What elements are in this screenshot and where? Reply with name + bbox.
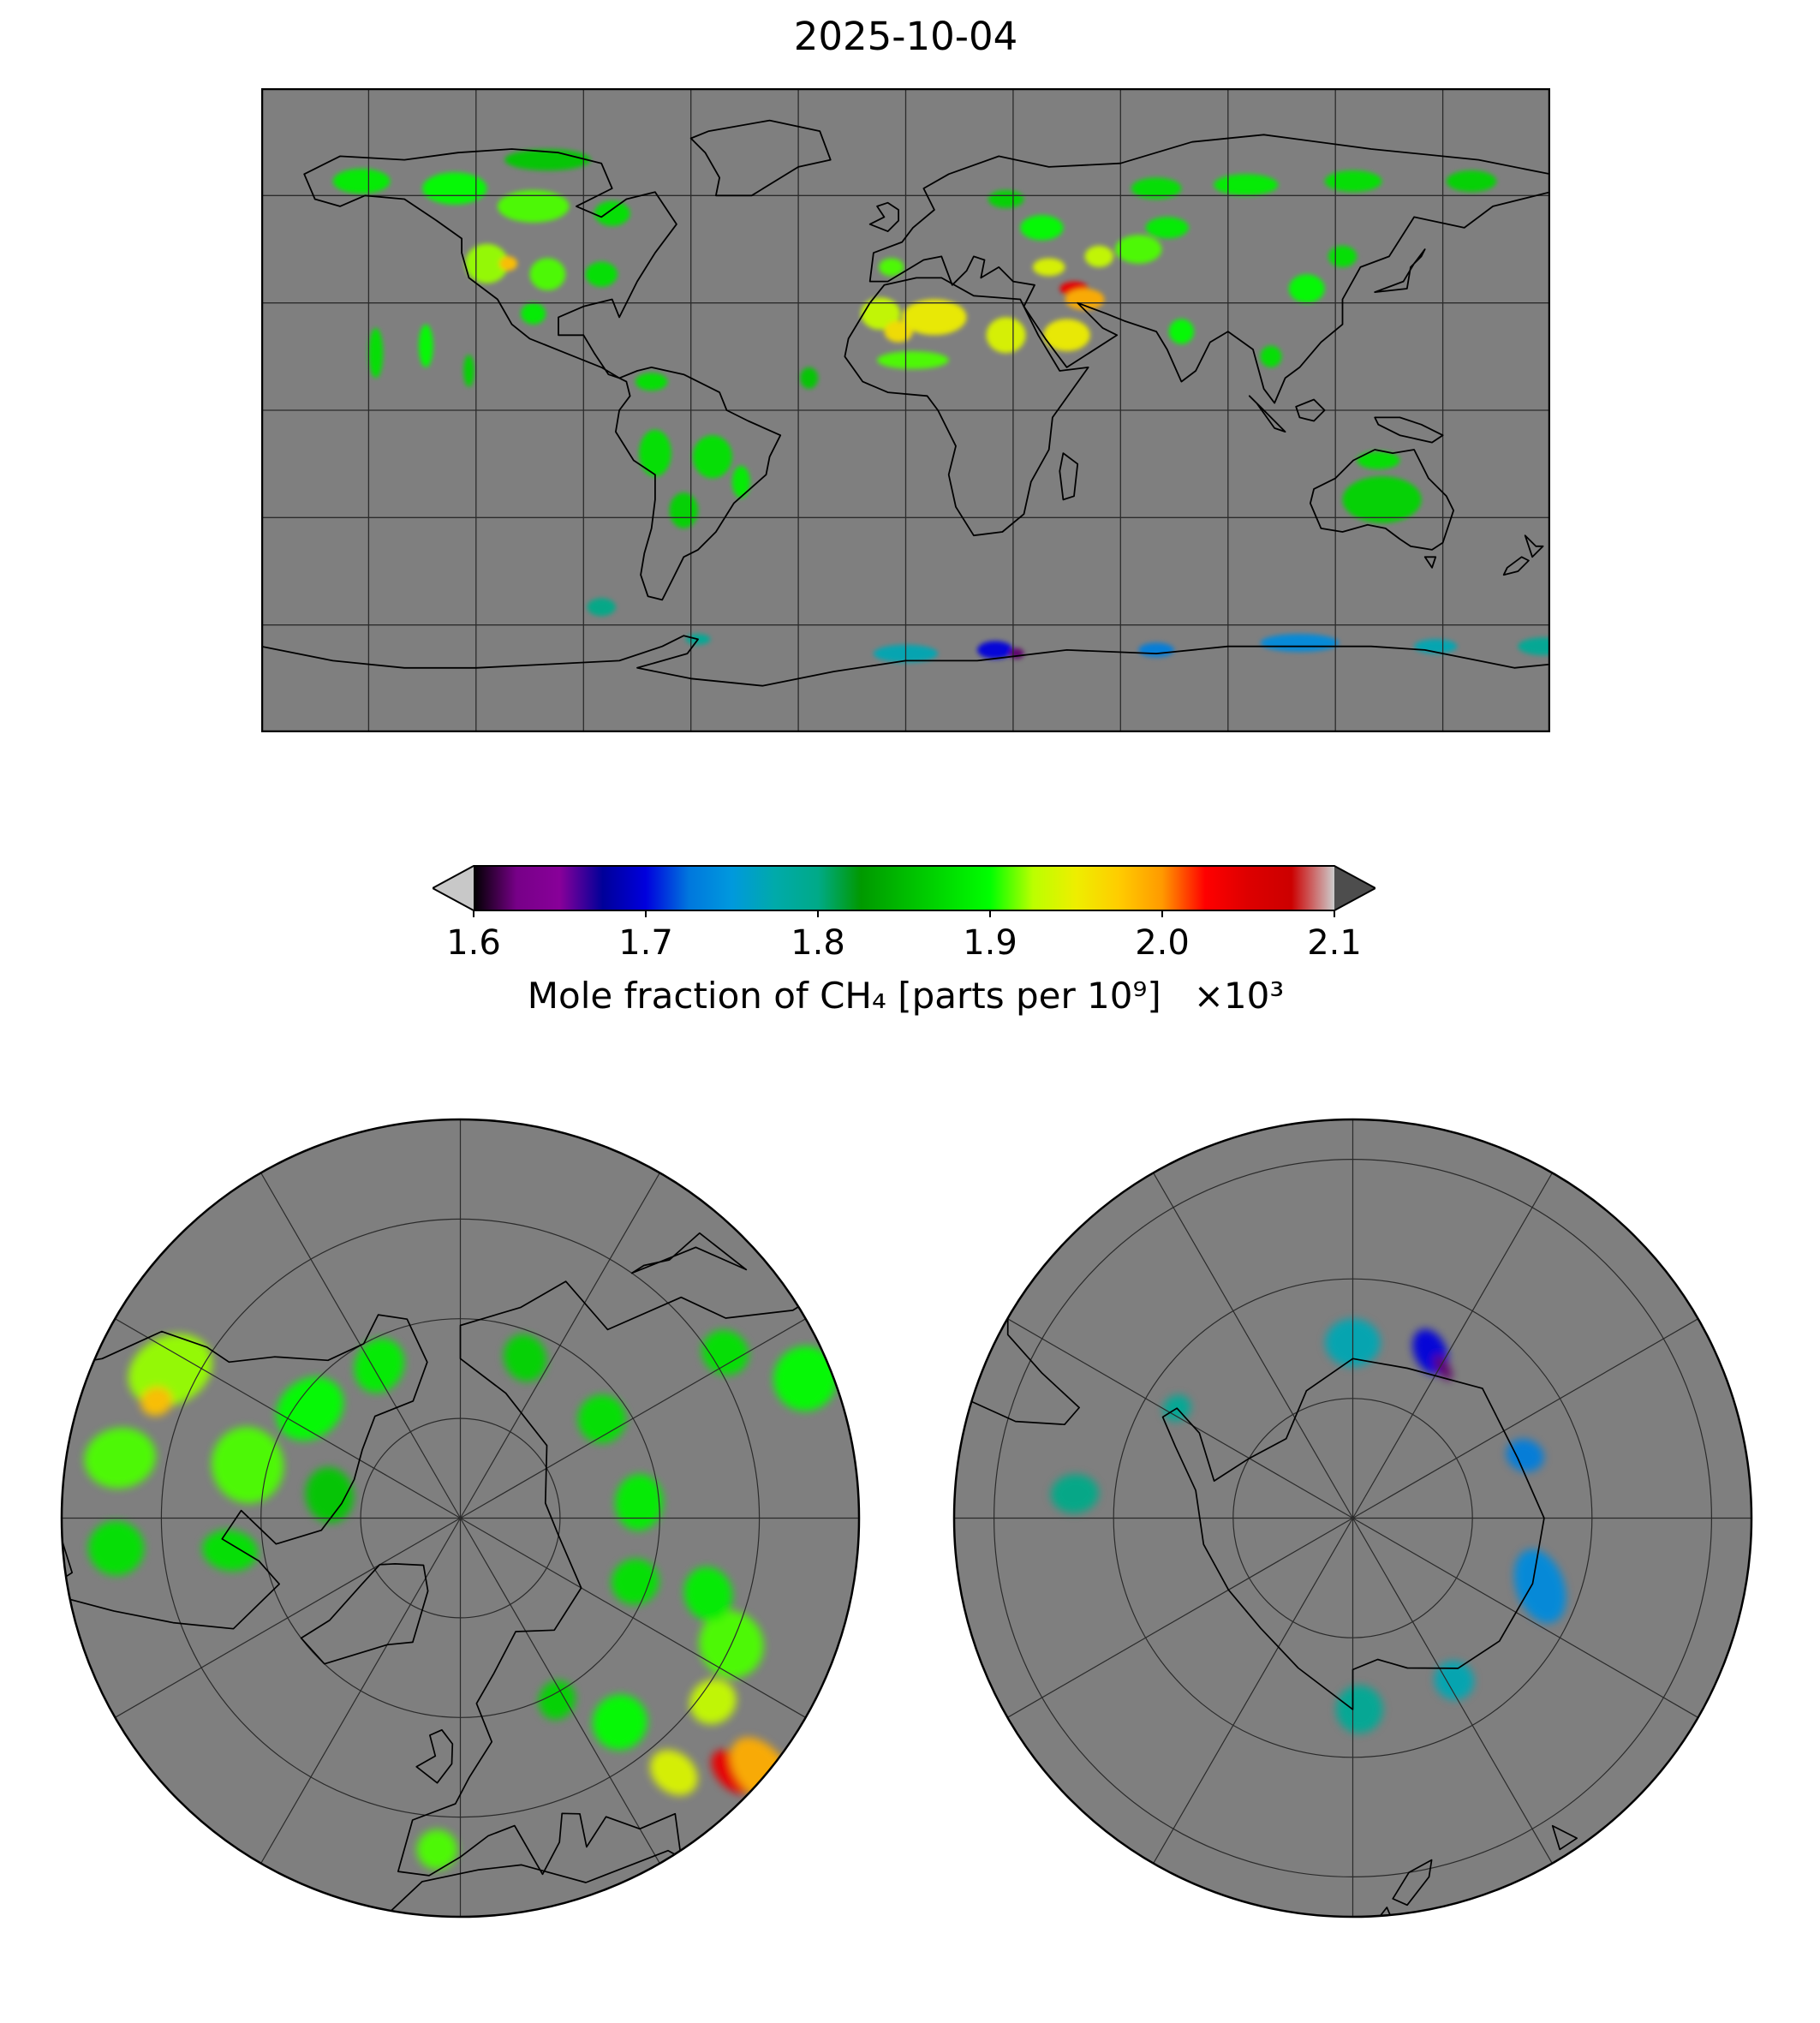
colorbar-tick-labels: 1.6 1.7 1.8 1.9 2.0 2.1 <box>433 923 1375 968</box>
colorbar-label-row: Mole fraction of CH₄ [parts per 10⁹] ×10³ <box>261 975 1550 1017</box>
colorbar-gradient <box>474 866 1334 910</box>
colorbar-tick-marks <box>473 910 1335 917</box>
colorbar-over-arrow <box>1334 866 1375 910</box>
colorbar-tick: 2.0 <box>1135 923 1190 963</box>
colorbar-tick: 1.6 <box>446 923 501 963</box>
colorbar-under-arrow <box>433 866 474 910</box>
figure-title: 2025-10-04 <box>793 14 1018 59</box>
colorbar-tick: 1.7 <box>618 923 673 963</box>
colorbar-offset-text: ×10³ <box>1193 975 1285 1017</box>
north-polar-panel <box>60 1118 861 1919</box>
world-map-panel <box>261 88 1550 732</box>
colorbar-tick: 2.1 <box>1307 923 1362 963</box>
colorbar-tick: 1.9 <box>963 923 1017 963</box>
colorbar <box>433 865 1375 917</box>
south-polar-panel <box>952 1118 1753 1919</box>
colorbar-label: Mole fraction of CH₄ [parts per 10⁹] <box>527 975 1161 1017</box>
colorbar-tick: 1.8 <box>791 923 845 963</box>
